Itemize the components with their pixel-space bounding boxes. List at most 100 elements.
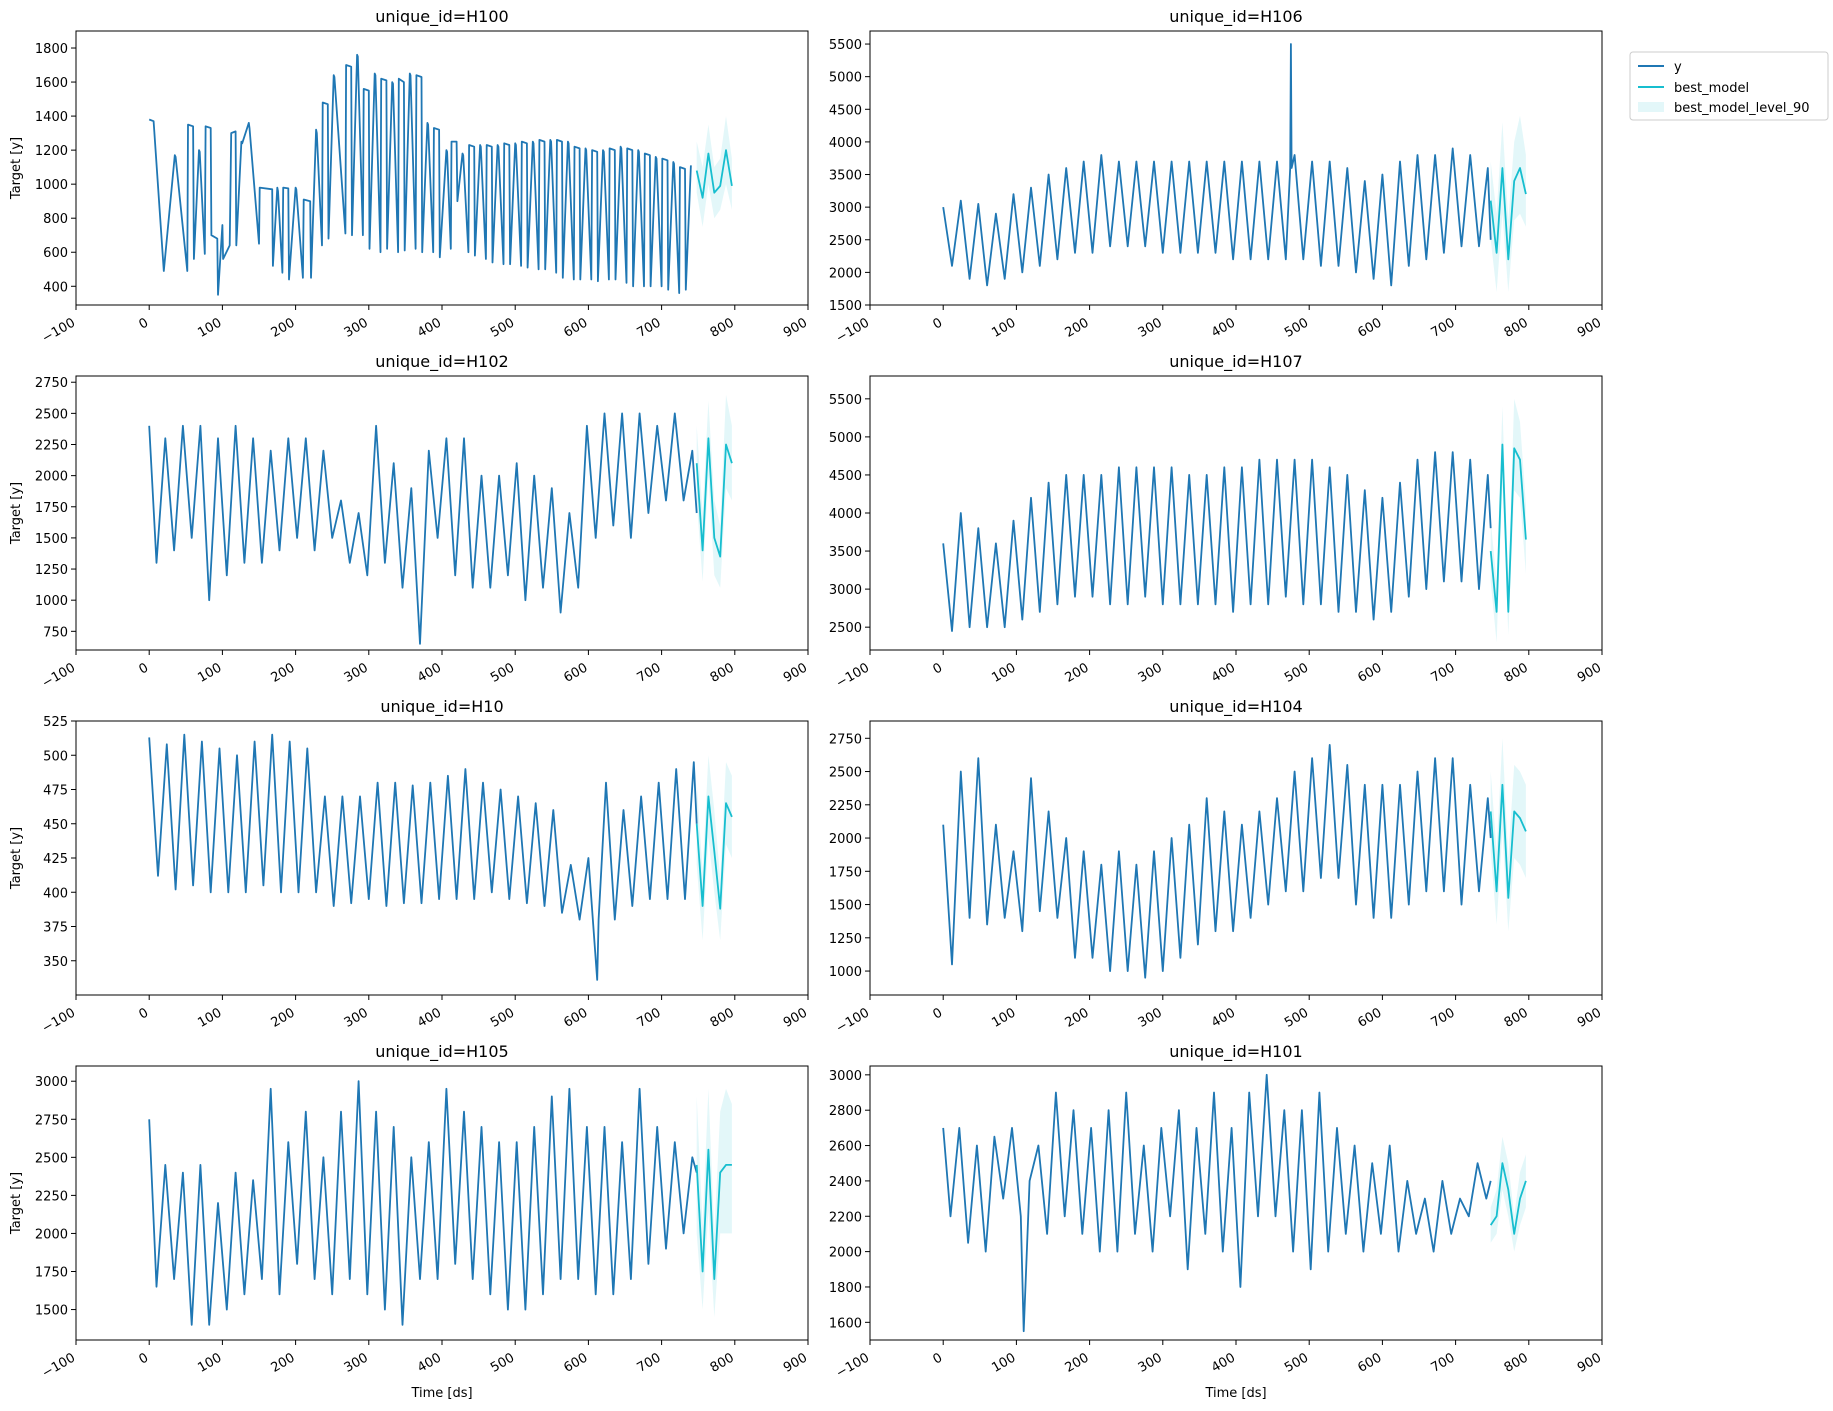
legend-frame [1629,51,1829,121]
x-tick-label: 0 [931,660,946,677]
y-tick-label: 2000 [829,266,862,281]
panel-3: unique_id=H102 −100 0 100 200 300 400 500 600 700… [9,352,810,691]
x-tick-label: 600 [1355,1350,1384,1375]
panel-5: unique_id=H10 −100 0 100 200 300 400 500 600 700 8… [9,697,810,1036]
history-line [148,412,698,645]
legend-swatch-band [1638,102,1664,112]
x-tick-label: 100 [195,660,224,685]
x-tick-label: 600 [561,315,590,340]
y-tick-label: 1250 [35,563,68,578]
forecast-line [695,795,733,910]
y-tick-label: 1500 [35,532,68,547]
y-tick-label: 500 [43,749,68,764]
x-tick-label: 700 [1429,1350,1458,1375]
forecast-line [695,437,733,558]
y-tick-label: 425 [43,852,68,867]
x-tick-label: 700 [635,315,664,340]
x-tick-label: 700 [635,1005,664,1030]
x-tick-label: −100 [834,1005,872,1036]
x-tick-label: 600 [1355,1005,1384,1030]
forecast-interval-band [1490,738,1526,932]
x-tick-label: 700 [635,660,664,685]
x-tick-label: 100 [989,660,1018,685]
y-tick-label: 2500 [829,621,862,636]
x-tick-label: −100 [40,1005,78,1036]
y-tick-label: 4500 [829,103,862,118]
forecast-interval-band [1490,115,1526,292]
forecast-line [695,1148,732,1280]
y-tick-label: 2600 [829,1140,862,1155]
x-tick-label: 800 [1502,660,1531,685]
x-tick-label: 300 [342,315,371,340]
y-tick-label: 4500 [829,469,862,484]
x-tick-label: 900 [781,1005,810,1030]
y-tick-label: 5500 [829,38,862,53]
y-tick-label: 1600 [829,1316,862,1331]
x-tick-label: 100 [195,1005,224,1030]
y-tick-label: 1800 [35,42,68,57]
x-tick-label: 100 [989,1005,1018,1030]
x-tick-label: 600 [561,1350,590,1375]
panel-title: unique_id=H106 [1169,7,1302,27]
x-tick-label: −100 [40,1350,78,1381]
y-tick-label: 3000 [829,583,862,598]
panel-data [148,1080,732,1326]
x-tick-label: −100 [834,1350,872,1381]
x-tick-label: 200 [269,1005,298,1030]
x-tick-label: 500 [488,1350,517,1375]
x-tick-label: 500 [1282,660,1311,685]
panel-title: unique_id=H100 [375,7,508,27]
y-tick-label: 3000 [829,201,862,216]
legend-label-y: y [1674,60,1682,75]
x-tick-label: 900 [1575,660,1604,685]
x-tick-label: 900 [1575,1005,1604,1030]
y-tick-label: 3000 [35,1075,68,1090]
x-tick-label: 400 [415,1350,444,1375]
y-tick-label: 400 [43,280,68,295]
y-tick-label: 1500 [829,299,862,314]
y-tick-label: 2000 [829,1246,862,1261]
history-line [942,43,1492,287]
x-tick-label: −100 [834,660,872,691]
y-tick-label: 1500 [35,1304,68,1319]
y-tick-label: 525 [43,715,68,730]
y-tick-label: 3500 [829,545,862,560]
y-tick-label: 1750 [35,1266,68,1281]
x-tick-label: 400 [415,1005,444,1030]
x-tick-label: 300 [1136,1350,1165,1375]
y-tick-label: 2800 [829,1104,862,1119]
x-tick-label: 900 [781,1350,810,1375]
y-tick-label: 2000 [35,470,68,485]
x-tick-label: 400 [1209,315,1238,340]
x-axis-label: Time [ds] [410,1386,472,1401]
history-line [942,451,1492,632]
forecast-line [1489,443,1527,613]
legend: y best_model best_model_level_90 [1629,51,1829,121]
y-tick-label: 1000 [35,594,68,609]
y-tick-label: 2750 [829,732,862,747]
x-tick-label: 200 [1063,660,1092,685]
y-tick-label: 2500 [35,1151,68,1166]
x-tick-label: 300 [342,1005,371,1030]
x-tick-label: 600 [1355,660,1384,685]
panel-data [942,398,1527,643]
x-tick-label: 400 [1209,1005,1238,1030]
y-tick-label: 2500 [35,407,68,422]
forecast-interval-band [696,1088,732,1318]
x-tick-label: 0 [931,315,946,332]
x-tick-label: 800 [708,1005,737,1030]
x-tick-label: 600 [561,660,590,685]
x-tick-label: 200 [269,660,298,685]
x-tick-label: 100 [989,315,1018,340]
x-tick-label: 500 [488,660,517,685]
x-tick-label: 800 [708,660,737,685]
y-tick-label: 1750 [829,865,862,880]
panel-7: unique_id=H105 −100 0 100 200 300 400 500 600 700… [9,1042,810,1401]
x-tick-label: 200 [269,315,298,340]
panels: unique_id=H100 −100 0 100 200 300 400 500 600 700… [9,7,1604,1401]
panel-title: unique_id=H105 [375,1042,508,1062]
x-tick-label: 100 [195,315,224,340]
panel-title: unique_id=H104 [1169,697,1302,717]
x-tick-label: 900 [1575,315,1604,340]
x-tick-label: 600 [1355,315,1384,340]
